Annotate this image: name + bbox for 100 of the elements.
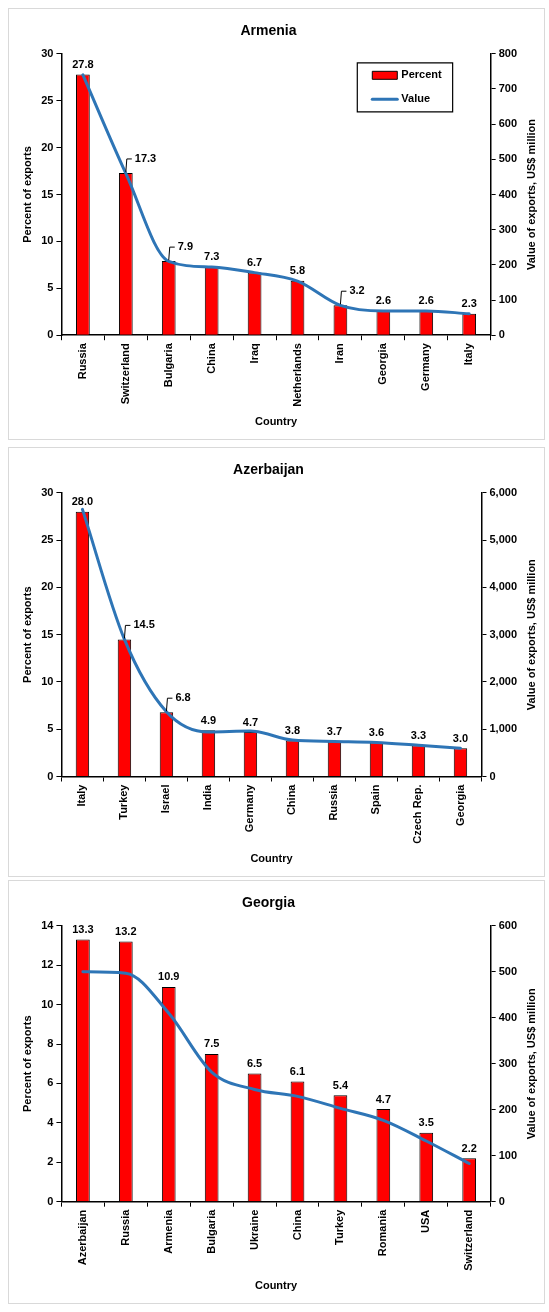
x-tick-label: Netherlands [290, 343, 303, 407]
x-tick-label: Bulgaria [204, 1208, 217, 1254]
x-tick-label: Turkey [333, 1208, 346, 1245]
y2-tick-label: 0 [498, 1194, 505, 1207]
data-label: 14.5 [133, 618, 155, 631]
data-label: 6.7 [246, 255, 263, 268]
x-tick-label: USA [419, 1209, 432, 1233]
data-label: 28.0 [71, 495, 94, 508]
data-label: 13.3 [72, 923, 94, 936]
data-label: 3.3 [410, 728, 427, 741]
y-tick-label: 2 [47, 1155, 54, 1168]
data-label: 3.2 [349, 284, 365, 297]
y2-tick-label: 700 [498, 82, 518, 95]
y-tick-label: 10 [41, 674, 54, 687]
y2-tick-label: 500 [498, 152, 518, 165]
y-tick-label: 10 [41, 997, 54, 1010]
y2-tick-label: 600 [498, 117, 518, 130]
data-label: 17.3 [134, 151, 157, 164]
y-tick-label: 5 [47, 281, 54, 294]
y-tick-label: 0 [47, 328, 54, 341]
y-tick-label: 0 [47, 1194, 54, 1207]
y-tick-label: 14 [41, 918, 55, 931]
data-label: 3.5 [418, 1116, 434, 1129]
y2-tick-label: 300 [498, 1056, 518, 1069]
x-tick-label: Italy [462, 342, 475, 366]
y-tick-label: 4 [47, 1115, 55, 1128]
y2-tick-label: 200 [498, 257, 518, 270]
data-label: 3.6 [368, 725, 385, 738]
y2-axis-title: Value of exports, US$ million [525, 987, 538, 1140]
data-label: 2.2 [461, 1141, 477, 1154]
x-tick-label: Azerbaijan [75, 1209, 88, 1266]
y2-tick-label: 2,000 [489, 674, 517, 687]
x-tick-label: India [201, 783, 214, 811]
data-label: 4.9 [200, 713, 217, 726]
y-axis-title: Percent of exports [20, 146, 33, 243]
data-label: 7.5 [204, 1037, 220, 1050]
y2-tick-label: 100 [498, 293, 518, 306]
x-tick-label: Bulgaria [161, 342, 174, 388]
data-label: 2.6 [375, 294, 391, 307]
y-tick-label: 20 [41, 140, 54, 153]
y2-tick-label: 100 [498, 1148, 518, 1161]
y2-axis-title: Value of exports, US$ million [525, 118, 538, 271]
y-tick-label: 30 [41, 485, 54, 498]
legend-label: Value [401, 92, 431, 105]
x-tick-label: Czech Rep. [411, 784, 424, 844]
x-tick-label: China [285, 783, 298, 816]
y2-tick-label: 3,000 [489, 627, 517, 640]
x-tick-label: Georgia [453, 783, 466, 827]
data-label: 6.1 [289, 1065, 306, 1077]
y2-tick-label: 400 [498, 187, 518, 200]
x-tick-label: Germany [419, 342, 432, 391]
y2-tick-label: 0 [498, 328, 505, 341]
chart-title: Azerbaijan [233, 461, 304, 478]
x-tick-label: Russia [75, 342, 88, 380]
data-label: 6.5 [246, 1057, 263, 1070]
y2-tick-label: 500 [498, 964, 518, 977]
x-tick-label: Iran [333, 342, 346, 364]
y2-axis-title: Value of exports, US$ million [525, 558, 538, 711]
data-label: 27.8 [72, 57, 94, 70]
y2-tick-label: 600 [498, 918, 518, 931]
y-tick-label: 12 [41, 958, 54, 971]
y-tick-label: 25 [41, 533, 54, 546]
x-tick-label: Spain [369, 784, 382, 815]
x-tick-label: China [204, 342, 217, 374]
y-tick-label: 0 [47, 769, 54, 782]
data-label: 5.8 [289, 264, 306, 277]
x-tick-label: Ukraine [247, 1209, 260, 1251]
x-tick-label: Switzerland [118, 343, 131, 405]
y-tick-label: 25 [41, 93, 54, 106]
x-tick-label: Italy [75, 783, 88, 807]
data-label: 10.9 [158, 970, 180, 983]
y2-tick-label: 400 [498, 1010, 518, 1023]
y2-tick-label: 1,000 [489, 722, 517, 735]
x-tick-label: Romania [376, 1208, 389, 1257]
y-tick-label: 20 [41, 580, 54, 593]
x-tick-label: Iraq [247, 343, 260, 364]
y-tick-label: 8 [47, 1037, 54, 1050]
data-label: 2.6 [418, 294, 434, 307]
y-axis-title: Percent of exports [20, 1015, 33, 1113]
x-tick-label: Switzerland [462, 1209, 475, 1271]
y-tick-label: 15 [41, 187, 54, 200]
data-label: 2.3 [461, 297, 477, 310]
x-axis-title: Country [254, 1279, 298, 1292]
y-tick-label: 5 [47, 722, 54, 735]
y2-tick-label: 0 [489, 769, 496, 782]
data-label: 3.0 [452, 731, 469, 744]
legend-label: Percent [401, 68, 442, 81]
x-axis-title: Country [254, 415, 298, 428]
chart-title: Armenia [240, 22, 297, 39]
x-axis-title: Country [250, 852, 294, 865]
y2-tick-label: 5,000 [489, 533, 517, 546]
y-tick-label: 30 [41, 46, 54, 59]
x-tick-label: China [290, 1208, 303, 1241]
chart-title: Georgia [242, 894, 296, 911]
x-tick-label: Israel [159, 784, 172, 814]
data-label: 7.9 [177, 240, 194, 253]
data-label: 13.2 [115, 925, 137, 938]
data-label: 3.7 [326, 725, 343, 738]
y-tick-label: 10 [41, 234, 54, 247]
data-label: 6.8 [175, 691, 191, 704]
